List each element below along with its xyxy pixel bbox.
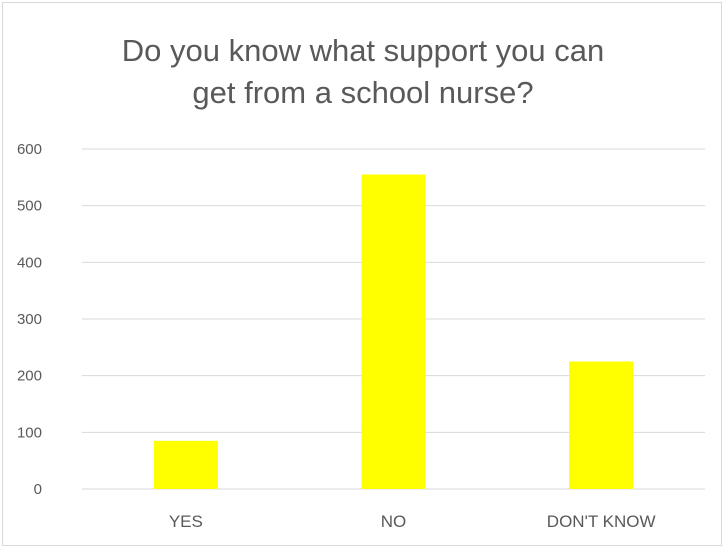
- y-axis-ticks: 0 100 200 300 400 500 600: [17, 141, 42, 498]
- chart-title: Do you know what support you can get fro…: [0, 30, 726, 114]
- x-category-label: NO: [381, 512, 407, 531]
- x-axis-categories: YES NO DON'T KNOW: [169, 512, 656, 531]
- x-category-label: DON'T KNOW: [547, 512, 656, 531]
- y-tick-label: 300: [17, 311, 42, 328]
- chart-title-line-2: get from a school nurse?: [192, 75, 534, 110]
- y-tick-label: 200: [17, 368, 42, 385]
- x-category-label: YES: [169, 512, 203, 531]
- y-tick-label: 0: [34, 481, 42, 498]
- bars: [153, 174, 634, 489]
- bar-don-t-know: [569, 361, 634, 489]
- bar-yes: [153, 440, 218, 489]
- chart-title-line-1: Do you know what support you can: [121, 33, 605, 68]
- y-tick-label: 400: [17, 254, 42, 271]
- y-tick-label: 500: [17, 198, 42, 215]
- y-tick-label: 600: [17, 141, 42, 158]
- bar-no: [361, 174, 426, 489]
- y-tick-label: 100: [17, 424, 42, 441]
